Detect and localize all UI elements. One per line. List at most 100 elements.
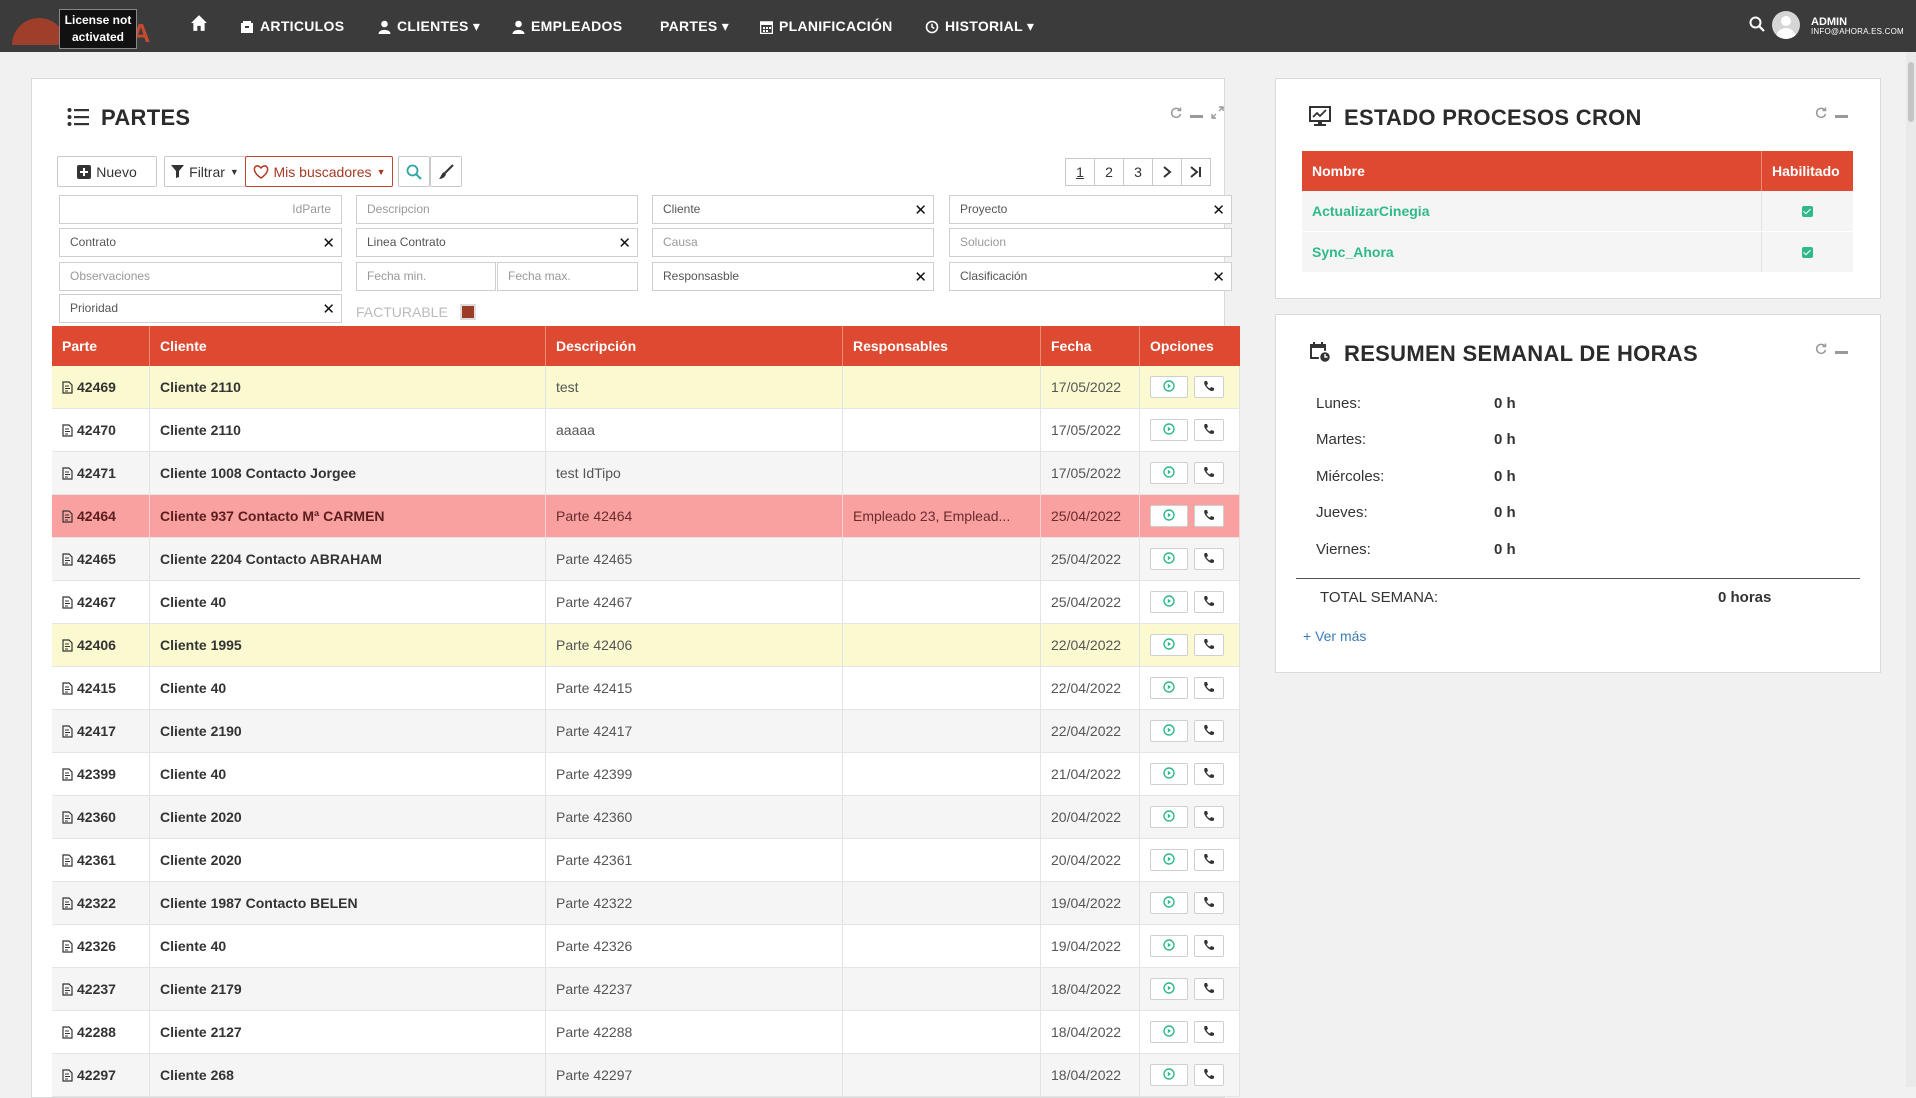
call-button[interactable] <box>1194 849 1224 871</box>
col-cliente[interactable]: Cliente <box>150 326 546 366</box>
table-row[interactable]: 42464 Cliente 937 Contacto Mª CARMEN Parte… <box>52 495 1240 538</box>
table-row[interactable]: 42471 Cliente 1008 Contacto Jorgee test Id… <box>52 452 1240 495</box>
cell-parte[interactable]: 42465 <box>52 538 150 580</box>
table-row[interactable]: 42326 Cliente 40 Parte 42326 19/04/2022 <box>52 925 1240 968</box>
nav-articulos[interactable]: ARTICULOS <box>240 0 344 52</box>
scrollbar-thumb[interactable] <box>1908 62 1914 122</box>
table-row[interactable]: 42465 Cliente 2204 Contacto ABRAHAM Parte … <box>52 538 1240 581</box>
call-button[interactable] <box>1194 1021 1224 1043</box>
table-row[interactable]: 42288 Cliente 2127 Parte 42288 18/04/2022 <box>52 1011 1240 1054</box>
clear-x-icon[interactable]: ✕ <box>322 235 335 252</box>
call-button[interactable] <box>1194 548 1224 570</box>
start-button[interactable] <box>1150 892 1188 914</box>
cell-parte[interactable]: 42467 <box>52 581 150 623</box>
table-row[interactable]: 42361 Cliente 2020 Parte 42361 20/04/2022 <box>52 839 1240 882</box>
refresh-icon[interactable] <box>1815 342 1827 360</box>
table-row[interactable]: 42360 Cliente 2020 Parte 42360 20/04/2022 <box>52 796 1240 839</box>
contrato-field[interactable]: Contrato ✕ <box>59 228 342 257</box>
clasificacion-field[interactable]: Clasificación ✕ <box>949 262 1232 291</box>
descripcion-field[interactable]: Descripcion <box>356 195 638 224</box>
nav-partes[interactable]: PARTES ▾ <box>660 0 729 52</box>
cell-parte[interactable]: 42469 <box>52 366 150 408</box>
call-button[interactable] <box>1194 806 1224 828</box>
user-menu[interactable]: ADMIN INFO@AHORA.ES.COM <box>1811 17 1904 37</box>
responsable-field[interactable]: Responsasble ✕ <box>652 262 934 291</box>
clear-filters-button[interactable] <box>430 156 462 187</box>
start-button[interactable] <box>1150 634 1188 656</box>
minimize-icon[interactable] <box>1835 342 1848 360</box>
call-button[interactable] <box>1194 935 1224 957</box>
cell-parte[interactable]: 42326 <box>52 925 150 967</box>
fecha-min-field[interactable]: Fecha min. <box>356 262 496 291</box>
page-2[interactable]: 2 <box>1094 158 1124 186</box>
home-icon[interactable] <box>190 14 208 37</box>
col-descripcion[interactable]: Descripción <box>546 326 843 366</box>
refresh-icon[interactable] <box>1815 106 1827 124</box>
call-button[interactable] <box>1194 892 1224 914</box>
cell-parte[interactable]: 42417 <box>52 710 150 752</box>
col-fecha[interactable]: Fecha <box>1041 326 1140 366</box>
minimize-icon[interactable] <box>1835 106 1848 124</box>
refresh-icon[interactable] <box>1170 106 1182 124</box>
table-row[interactable]: 42469 Cliente 2110 test 17/05/2022 <box>52 366 1240 409</box>
filtrar-button[interactable]: Filtrar ▼ <box>164 156 246 187</box>
search-button[interactable] <box>398 156 430 187</box>
cell-parte[interactable]: 42399 <box>52 753 150 795</box>
solucion-field[interactable]: Solucion <box>949 228 1232 257</box>
call-button[interactable] <box>1194 1064 1224 1086</box>
cell-parte[interactable]: 42471 <box>52 452 150 494</box>
cell-parte[interactable]: 42288 <box>52 1011 150 1053</box>
cell-parte[interactable]: 42470 <box>52 409 150 451</box>
clear-x-icon[interactable]: ✕ <box>322 301 335 318</box>
table-row[interactable]: 42297 Cliente 268 Parte 42297 18/04/2022 <box>52 1054 1240 1097</box>
table-row[interactable]: 42237 Cliente 2179 Parte 42237 18/04/2022 <box>52 968 1240 1011</box>
page-1[interactable]: 1 <box>1065 158 1095 186</box>
call-button[interactable] <box>1194 376 1224 398</box>
table-row[interactable]: 42467 Cliente 40 Parte 42467 25/04/2022 <box>52 581 1240 624</box>
page-3[interactable]: 3 <box>1123 158 1153 186</box>
next-page-icon[interactable] <box>1152 158 1182 186</box>
cron-process-link[interactable]: Sync_Ahora <box>1312 244 1394 260</box>
clear-x-icon[interactable]: ✕ <box>914 269 927 286</box>
start-button[interactable] <box>1150 1064 1188 1086</box>
call-button[interactable] <box>1194 419 1224 441</box>
table-row[interactable]: 42415 Cliente 40 Parte 42415 22/04/2022 <box>52 667 1240 710</box>
clear-x-icon[interactable]: ✕ <box>914 202 927 219</box>
start-button[interactable] <box>1150 505 1188 527</box>
start-button[interactable] <box>1150 849 1188 871</box>
cell-parte[interactable]: 42406 <box>52 624 150 666</box>
call-button[interactable] <box>1194 978 1224 1000</box>
call-button[interactable] <box>1194 591 1224 613</box>
start-button[interactable] <box>1150 806 1188 828</box>
table-row[interactable]: 42417 Cliente 2190 Parte 42417 22/04/2022 <box>52 710 1240 753</box>
cell-parte[interactable]: 42415 <box>52 667 150 709</box>
facturable-checkbox[interactable] <box>460 304 476 320</box>
nav-empleados[interactable]: EMPLEADOS <box>512 0 622 52</box>
start-button[interactable] <box>1150 462 1188 484</box>
call-button[interactable] <box>1194 462 1224 484</box>
nav-historial[interactable]: HISTORIAL ▾ <box>925 0 1034 52</box>
call-button[interactable] <box>1194 505 1224 527</box>
cell-parte[interactable]: 42297 <box>52 1054 150 1096</box>
avatar[interactable] <box>1772 11 1800 39</box>
table-row[interactable]: 42470 Cliente 2110 aaaaa 17/05/2022 <box>52 409 1240 452</box>
clear-x-icon[interactable]: ✕ <box>1212 202 1225 219</box>
minimize-icon[interactable] <box>1190 106 1203 124</box>
call-button[interactable] <box>1194 677 1224 699</box>
ver-mas-link[interactable]: + Ver más <box>1303 628 1367 644</box>
start-button[interactable] <box>1150 720 1188 742</box>
cell-parte[interactable]: 42322 <box>52 882 150 924</box>
nav-clientes[interactable]: CLIENTES ▾ <box>378 0 480 52</box>
call-button[interactable] <box>1194 763 1224 785</box>
nuevo-button[interactable]: Nuevo <box>57 156 157 187</box>
observaciones-field[interactable]: Observaciones <box>59 262 342 291</box>
last-page-icon[interactable] <box>1181 158 1211 186</box>
nav-planificacion[interactable]: PLANIFICACIÓN <box>759 0 893 52</box>
call-button[interactable] <box>1194 634 1224 656</box>
start-button[interactable] <box>1150 591 1188 613</box>
col-responsables[interactable]: Responsables <box>843 326 1041 366</box>
cell-parte[interactable]: 42464 <box>52 495 150 537</box>
cell-parte[interactable]: 42361 <box>52 839 150 881</box>
cell-parte[interactable]: 42360 <box>52 796 150 838</box>
start-button[interactable] <box>1150 677 1188 699</box>
